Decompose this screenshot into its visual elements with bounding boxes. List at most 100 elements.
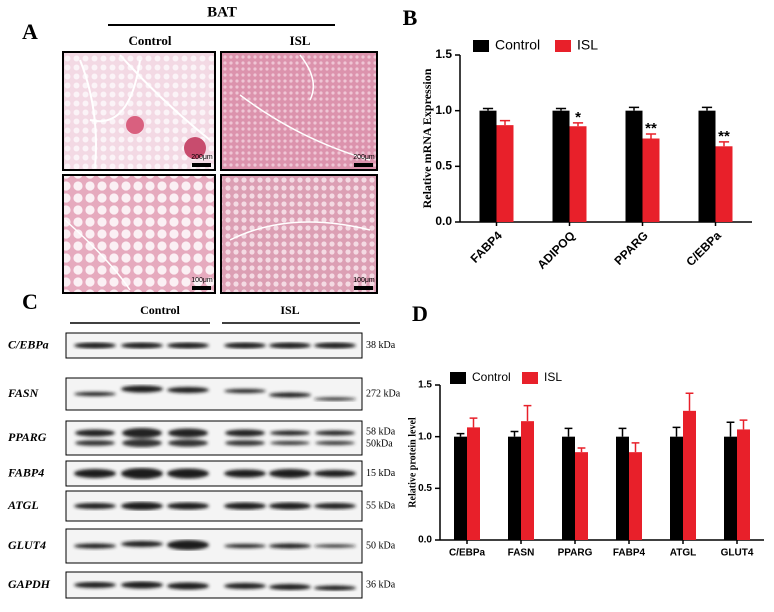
bar: [737, 429, 750, 540]
error-bar: [685, 392, 694, 411]
y-tick-label: 1.5: [418, 380, 432, 391]
x-tick-label: FABP4: [468, 228, 505, 265]
x-tick-label: PPARG: [558, 548, 593, 559]
column-label: Control: [128, 33, 171, 48]
micrograph: [62, 174, 216, 294]
x-tick-label: ADIPOQ: [534, 228, 577, 271]
y-tick-label: 0.5: [435, 159, 452, 173]
scale-bar: [192, 163, 211, 167]
band: [121, 541, 163, 547]
size-label: 50kDa: [366, 438, 393, 449]
y-axis-label: Relative protein level: [407, 417, 418, 508]
blot-frame: [65, 377, 363, 411]
bar: [521, 421, 534, 540]
bands: [74, 468, 356, 479]
protein-label: FASN: [7, 386, 40, 400]
band: [314, 585, 356, 591]
bar: [625, 110, 643, 222]
y-tick-label: 0.0: [435, 214, 452, 228]
x-tick-label: C/EBPa: [683, 228, 724, 269]
error-bar: [645, 133, 657, 139]
bar: [642, 138, 660, 222]
band: [269, 543, 311, 549]
legend-swatch: [473, 40, 489, 52]
band: [167, 502, 209, 510]
bands: [74, 581, 356, 591]
band: [225, 440, 265, 446]
panel-title: BAT: [207, 4, 237, 20]
bands: [75, 428, 355, 447]
x-tick-label: C/EBPa: [449, 548, 486, 559]
bar: [670, 436, 683, 540]
band: [314, 503, 356, 509]
tissue-septum: [239, 54, 371, 161]
size-label: 50 kDa: [366, 540, 396, 551]
micrograph: [220, 51, 378, 171]
band: [224, 544, 266, 548]
micrographs: 200μm 200μm 100μm 100μm: [62, 51, 378, 294]
band: [224, 342, 266, 349]
panel-letter: A: [22, 19, 38, 44]
scale-bar: [192, 286, 211, 290]
x-tick-label: ATGL: [670, 548, 696, 559]
group-label: Control: [140, 303, 180, 317]
bar: [629, 452, 642, 540]
band: [314, 397, 356, 401]
bands: [74, 385, 356, 401]
scale-bar: [354, 163, 373, 167]
error-bar: [726, 421, 735, 437]
legend-swatch: [555, 40, 571, 52]
group-label: ISL: [280, 303, 299, 317]
bands: [74, 342, 356, 349]
band: [167, 582, 209, 590]
band: [75, 440, 115, 446]
error-bar: [523, 404, 532, 422]
y-tick-label: 0.5: [418, 483, 432, 494]
significance: **: [645, 120, 657, 137]
bar: [467, 427, 480, 540]
band: [122, 439, 162, 447]
error-bar: [572, 122, 584, 127]
bar: [496, 125, 514, 222]
band: [121, 468, 163, 479]
x-tick-label: FABP4: [613, 548, 646, 559]
error-bar: [631, 442, 640, 453]
band: [167, 540, 209, 550]
significance: *: [575, 109, 581, 126]
bar: [508, 436, 521, 540]
scale-label: 200μm: [353, 154, 375, 161]
tissue-septum: [79, 54, 211, 169]
band: [168, 428, 208, 438]
size-label: 58 kDa: [366, 426, 396, 437]
band: [314, 544, 356, 548]
protein-label: ATGL: [7, 498, 39, 512]
scale-label: 100μm: [353, 277, 375, 284]
band: [269, 502, 311, 510]
band: [121, 581, 163, 589]
band: [121, 342, 163, 349]
band: [314, 342, 356, 349]
error-bar: [482, 107, 494, 111]
scale-label: 100μm: [191, 277, 213, 284]
bar: [569, 126, 587, 222]
panel-letter: C: [22, 289, 38, 314]
band: [74, 342, 116, 349]
y-tick-label: 1.5: [435, 47, 452, 61]
band: [269, 469, 311, 478]
band: [167, 387, 209, 393]
error-bar: [469, 417, 478, 428]
bands: [74, 540, 356, 550]
protein-label: FABP4: [7, 465, 44, 479]
error-bar: [628, 106, 640, 111]
band: [270, 430, 310, 436]
y-tick-label: 0.0: [418, 535, 432, 546]
band: [168, 439, 208, 447]
error-bar: [672, 426, 681, 437]
bar: [616, 436, 629, 540]
bar: [575, 452, 588, 540]
legend-swatch: [522, 372, 538, 384]
scale-label: 200μm: [191, 154, 213, 161]
y-tick-label: 1.0: [418, 431, 432, 442]
